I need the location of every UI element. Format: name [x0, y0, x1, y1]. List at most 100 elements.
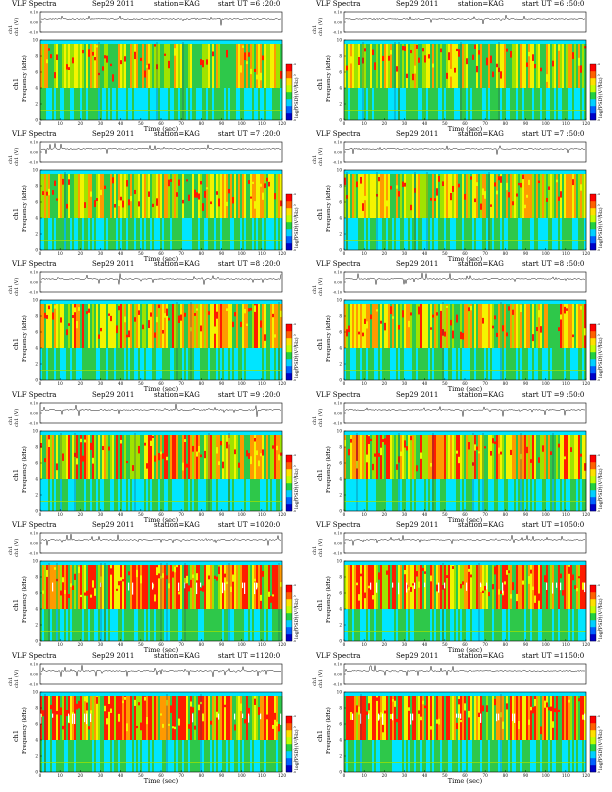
spectrum-column-low — [214, 479, 217, 511]
spectrum-column — [68, 435, 71, 479]
spectrum-column — [386, 174, 389, 218]
spectrum-column — [210, 435, 213, 479]
panel-date: Sep29 2011 — [396, 130, 439, 138]
spectrum-column — [498, 174, 501, 218]
spectrum-column-low — [444, 218, 447, 250]
spectrum-column-low — [94, 88, 97, 120]
x-tick-label: 0 — [343, 251, 346, 256]
spectrum-column-low — [108, 609, 111, 641]
colorbar-label: log(PSD)(V²/Hz) — [597, 77, 604, 118]
spectrum-column — [216, 304, 219, 348]
spectrum-column-low — [368, 609, 371, 641]
spectrum-column — [430, 304, 433, 348]
spectrum-speckle — [444, 331, 447, 337]
spectrum-column — [76, 435, 79, 479]
spectrum-column-low — [428, 348, 431, 380]
spectrum-speckle — [118, 581, 121, 586]
spectrum-speckle — [538, 593, 541, 601]
spectrum-column — [50, 435, 53, 479]
spectrum-column — [212, 174, 215, 218]
spectrum-column — [86, 44, 89, 88]
spectrum-column — [240, 696, 243, 740]
spectrum-speckle — [418, 306, 421, 315]
spectrum-column — [348, 565, 351, 609]
spectrum-speckle — [144, 696, 147, 701]
spectrum-column-low — [56, 348, 59, 380]
spectrum-speckle — [256, 450, 259, 456]
spectrum-column-low — [568, 479, 571, 511]
spectrum-column — [162, 44, 165, 88]
spectrum-column-low — [358, 348, 361, 380]
spectrum-column — [492, 435, 495, 479]
spectrum-column-low — [154, 479, 157, 511]
spectrum-column — [540, 304, 543, 348]
colorbar-tick-label: -6 — [293, 605, 296, 609]
spectrum-column-low — [132, 479, 135, 511]
spectrum-column-low — [266, 348, 269, 380]
spectrum-column-low — [524, 479, 527, 511]
spectrum-column-low — [158, 88, 161, 120]
spectrum-speckle — [54, 180, 57, 186]
x-tick-label: 30 — [98, 251, 104, 256]
spectrum-column — [174, 435, 177, 479]
trace-ytick-label: -0.10 — [333, 683, 343, 687]
colorbar-tick-label: -5 — [293, 725, 296, 729]
spectrum-column-low — [368, 479, 371, 511]
x-tick-label: 10 — [57, 512, 63, 517]
spectrum-column — [278, 174, 281, 218]
colorbar-tick-label: -7 — [293, 617, 296, 621]
spectrum-column-low — [436, 218, 439, 250]
spectrum-speckle — [480, 584, 483, 592]
spectrum-column — [108, 565, 111, 609]
white-gap — [376, 582, 378, 593]
spectrum-column — [248, 304, 251, 348]
spectrum-column-low — [488, 348, 491, 380]
spectrum-column — [54, 696, 57, 740]
colorbar-segment — [286, 324, 292, 332]
spectrum-speckle — [558, 44, 561, 51]
spectrum-column-low — [438, 479, 441, 511]
spectrum-speckle — [244, 52, 247, 61]
x-tick-label: 10 — [361, 121, 367, 126]
spectrum-column-low — [172, 348, 175, 380]
spectrum-speckle — [504, 581, 507, 585]
spectrum-column — [108, 696, 111, 740]
spectrum-speckle — [96, 696, 99, 704]
spectrum-column-low — [516, 88, 519, 120]
spectrum-column-low — [160, 348, 163, 380]
spectrum-speckle — [396, 464, 399, 470]
x-tick-label: 50 — [138, 381, 144, 386]
spectrum-column — [480, 174, 483, 218]
colorbar-segment — [286, 359, 292, 367]
spectrum-column-low — [584, 609, 587, 641]
spectrum-column-low — [448, 218, 451, 250]
freq-ylabel: Frequency (kHz) — [21, 576, 28, 623]
spectrum-column — [548, 44, 551, 88]
spectrum-speckle — [418, 581, 421, 588]
spectrum-speckle — [458, 183, 461, 188]
spectrum-column-low — [192, 740, 195, 772]
colorbar-segment — [590, 345, 596, 353]
spectrum-column-low — [566, 88, 569, 120]
spectrum-column — [440, 174, 443, 218]
spectrum-column — [464, 696, 467, 740]
colorbar-segment — [286, 373, 292, 381]
spectrum-speckle — [52, 312, 55, 320]
x-tick-label: 60 — [462, 121, 468, 126]
spectrum-column — [412, 435, 415, 479]
spectrum-column — [234, 304, 237, 348]
spectrum-column-low — [166, 348, 169, 380]
spectrum-speckle — [202, 585, 205, 592]
spectrum-column-low — [196, 740, 199, 772]
x-tick-label: 60 — [462, 381, 468, 386]
spectrum-column-low — [214, 348, 217, 380]
spectrum-column — [146, 565, 149, 609]
spectrum-column — [232, 174, 235, 218]
spectrum-column — [420, 565, 423, 609]
x-tick-label: 30 — [402, 251, 408, 256]
white-gap — [248, 713, 250, 723]
spectrum-column — [84, 44, 87, 88]
spectrum-speckle — [348, 448, 351, 456]
spectrum-column-low — [122, 348, 125, 380]
spectrum-column-low — [54, 609, 57, 641]
